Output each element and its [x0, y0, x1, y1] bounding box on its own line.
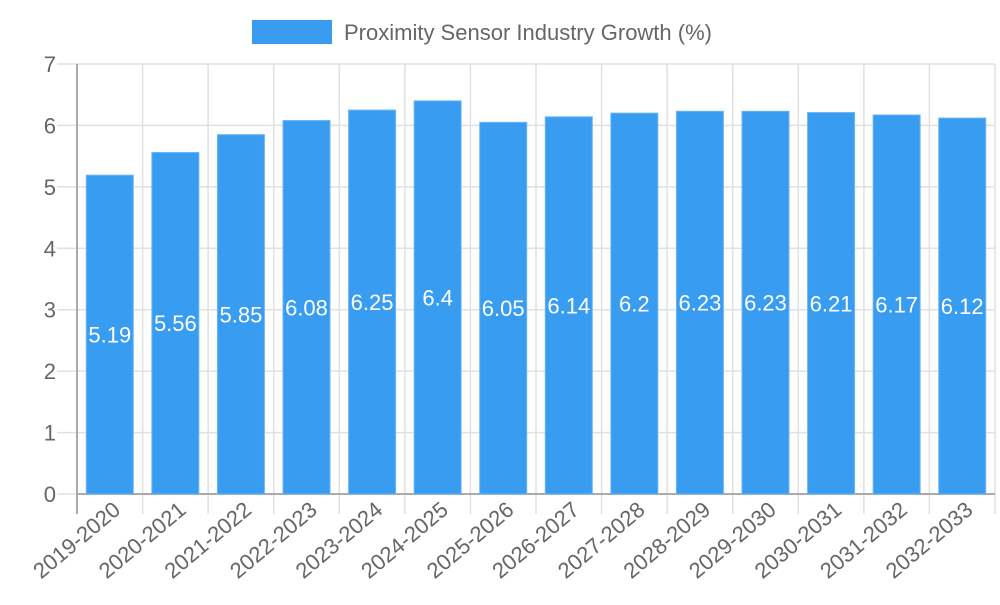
- data-label: 6.4: [422, 285, 453, 310]
- bar: [85, 174, 134, 495]
- y-tick-label: 7: [44, 52, 56, 77]
- bar: [413, 100, 462, 495]
- data-label: 6.14: [547, 293, 590, 318]
- data-label: 5.19: [88, 323, 131, 348]
- data-label: 6.23: [679, 291, 722, 316]
- data-label: 5.56: [154, 311, 197, 336]
- y-tick-label: 5: [44, 175, 56, 200]
- data-label: 6.23: [744, 291, 787, 316]
- bar: [872, 114, 921, 495]
- y-tick-label: 4: [44, 236, 56, 261]
- bar: [741, 110, 790, 495]
- bar: [151, 151, 200, 495]
- y-tick-label: 1: [44, 421, 56, 446]
- y-tick-label: 3: [44, 298, 56, 323]
- bar: [938, 117, 987, 495]
- legend[interactable]: Proximity Sensor Industry Growth (%): [252, 20, 712, 45]
- y-tick-label: 2: [44, 359, 56, 384]
- bar: [479, 121, 528, 495]
- bar: [282, 120, 331, 495]
- legend-label: Proximity Sensor Industry Growth (%): [344, 20, 712, 45]
- data-label: 6.05: [482, 296, 525, 321]
- legend-swatch: [252, 20, 332, 44]
- bar: [675, 110, 724, 495]
- data-label: 6.2: [619, 292, 650, 317]
- data-label: 6.21: [810, 291, 853, 316]
- data-label: 6.12: [941, 294, 984, 319]
- data-label: 5.85: [220, 302, 263, 327]
- bar: [807, 112, 856, 495]
- data-label: 6.17: [875, 292, 918, 317]
- bar: [216, 134, 265, 495]
- y-tick-label: 0: [44, 482, 56, 507]
- data-label: 6.25: [351, 290, 394, 315]
- bar: [348, 109, 397, 495]
- bar: [610, 112, 659, 495]
- bar: [544, 116, 593, 495]
- data-label: 6.08: [285, 295, 328, 320]
- y-tick-label: 6: [44, 113, 56, 138]
